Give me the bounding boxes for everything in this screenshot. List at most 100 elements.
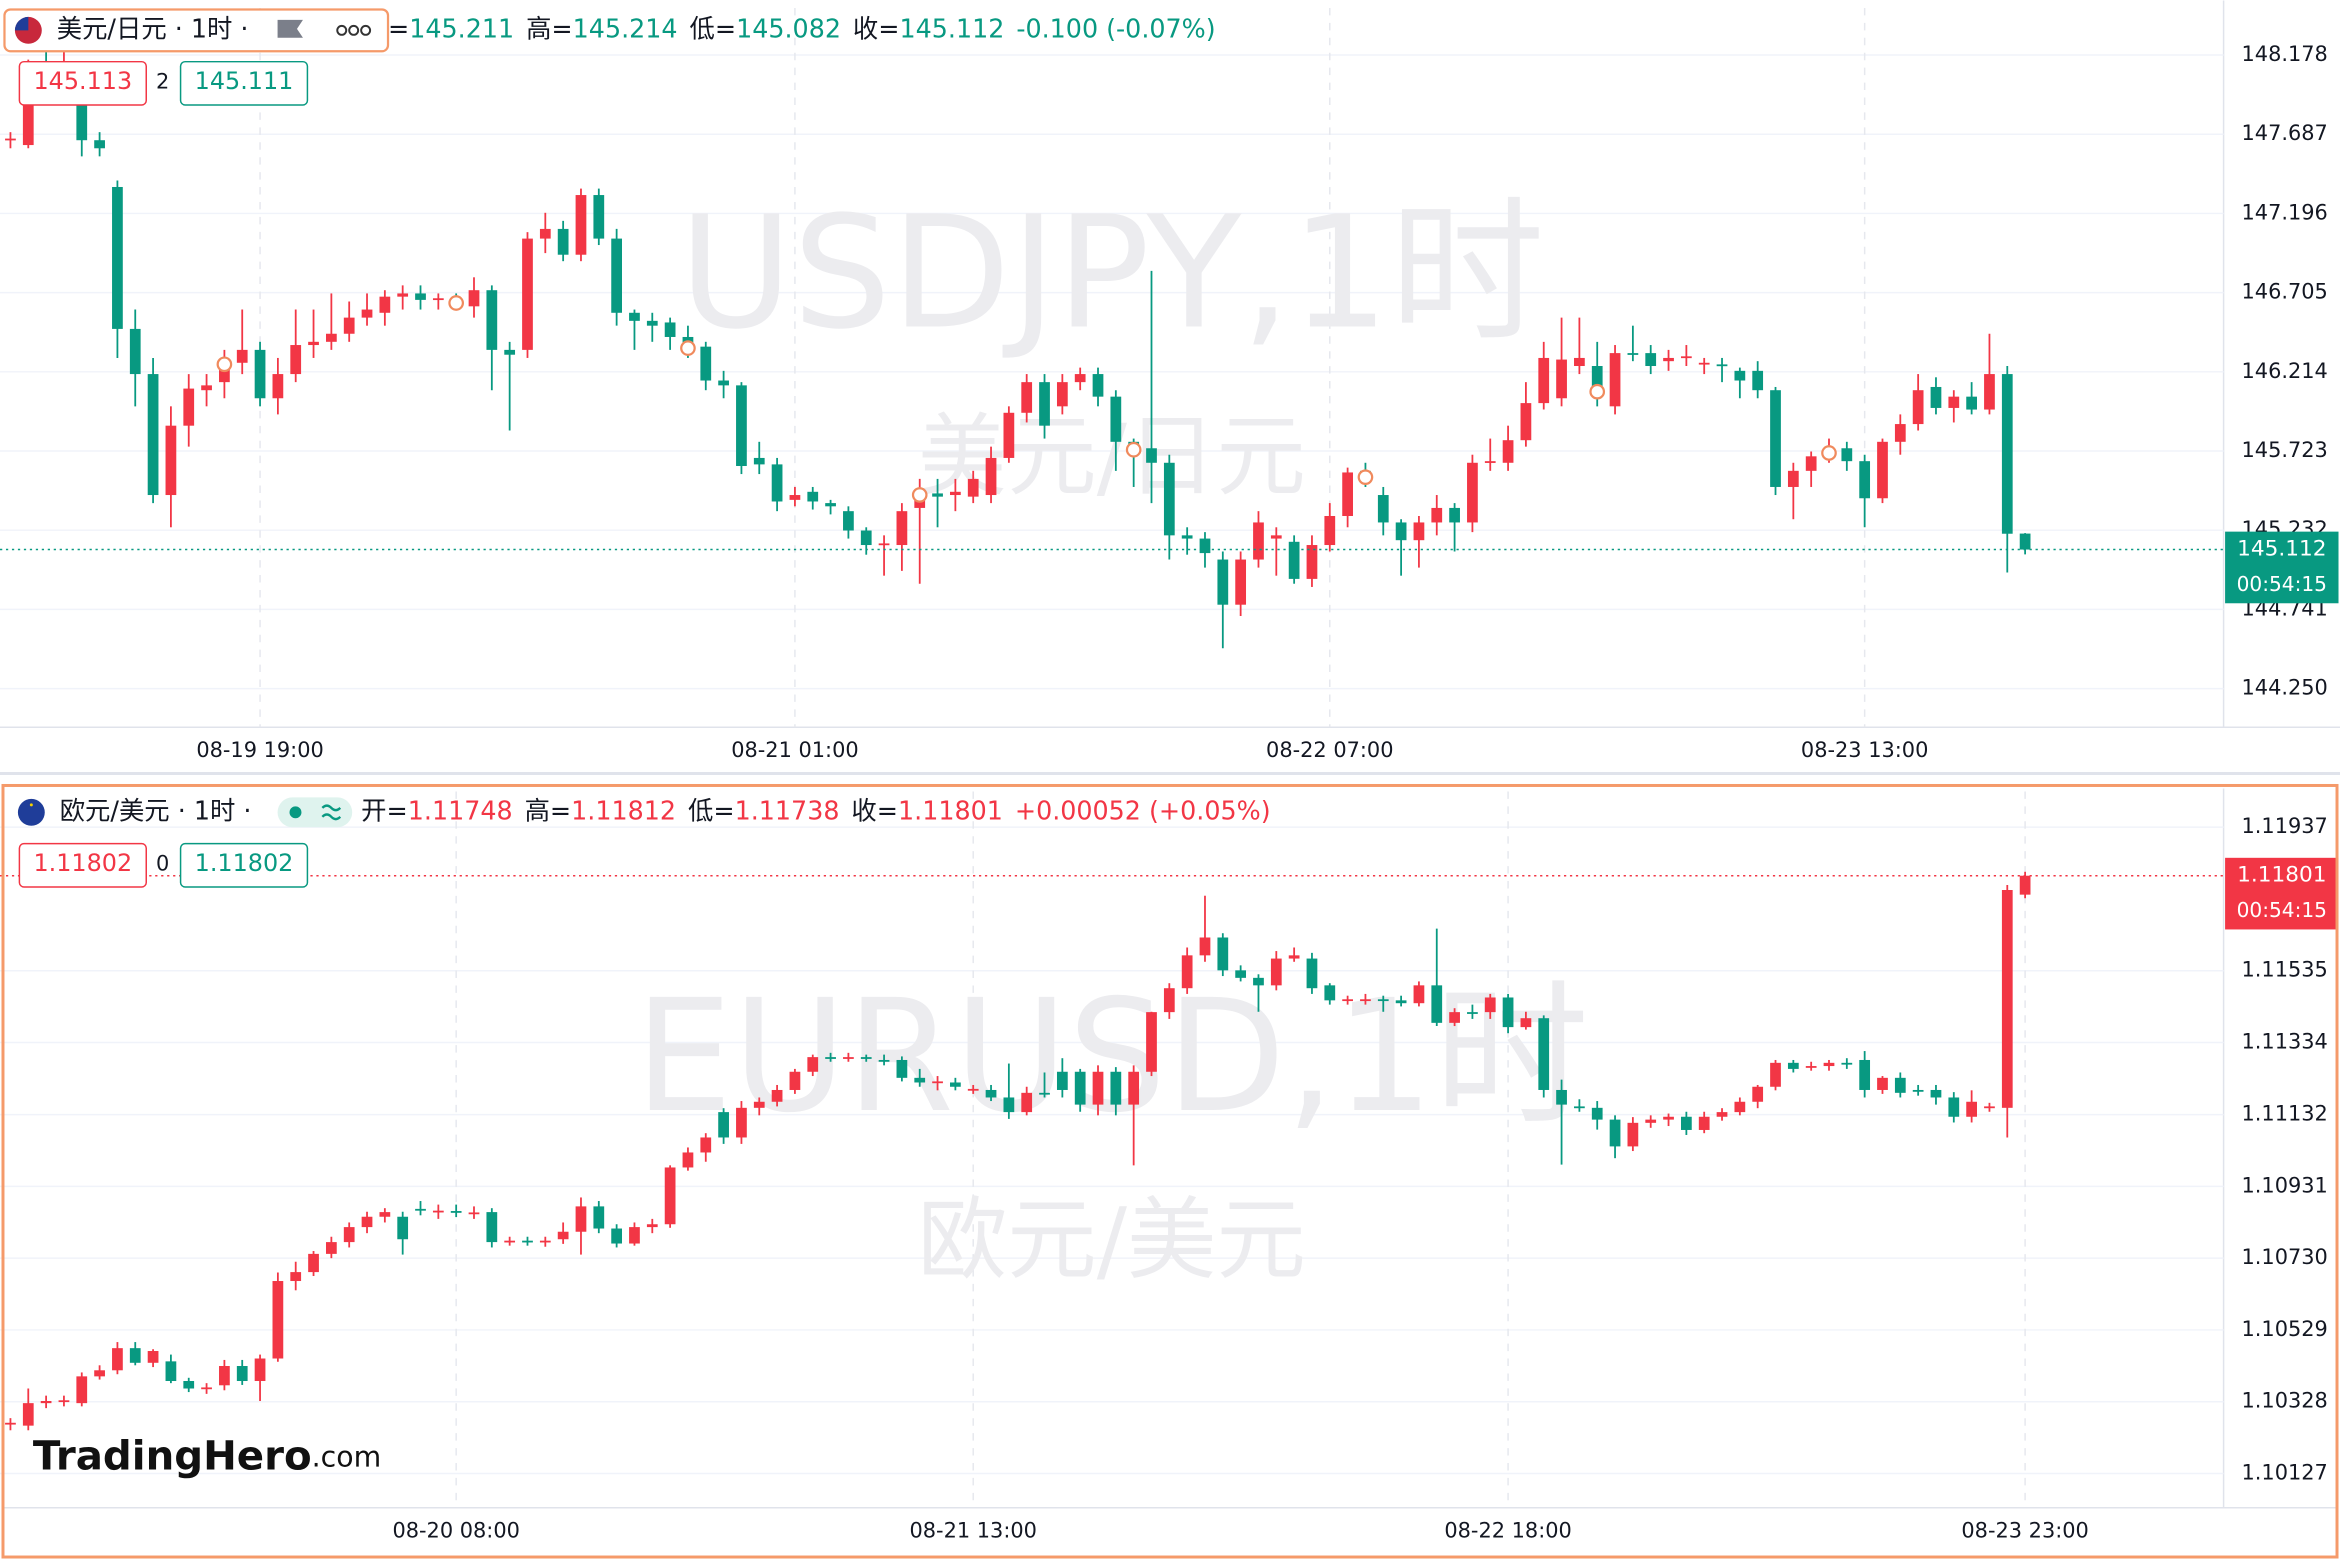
candle-body bbox=[1342, 472, 1353, 516]
candle-body bbox=[629, 1227, 640, 1244]
candle-body bbox=[557, 1231, 569, 1240]
candle-body bbox=[504, 1240, 516, 1243]
spread: 2 bbox=[156, 70, 169, 94]
candle-body bbox=[1894, 1077, 1906, 1093]
candle-body bbox=[825, 1057, 836, 1059]
candle-body bbox=[1413, 985, 1425, 1004]
candle-body bbox=[1467, 1012, 1478, 1014]
candle-body bbox=[361, 1216, 373, 1228]
ohlc-value: 1.11738 bbox=[735, 795, 840, 825]
candle-body bbox=[1092, 374, 1104, 397]
y-tick-label: 1.10730 bbox=[2242, 1245, 2328, 1269]
candle-body bbox=[486, 1212, 498, 1243]
ohlc-label: 收= bbox=[853, 13, 900, 43]
event-marker bbox=[911, 487, 928, 503]
candle-body bbox=[522, 1240, 533, 1243]
candle-body bbox=[1894, 424, 1906, 442]
candle-body bbox=[1253, 522, 1264, 560]
x-tick-label: 08-22 07:00 bbox=[1266, 738, 1393, 762]
candle-body bbox=[843, 511, 854, 531]
candle-body bbox=[201, 385, 212, 391]
symbol: 欧元/美元 · 1时 · bbox=[60, 795, 252, 825]
bid-box bbox=[18, 60, 147, 106]
candle-body bbox=[1413, 522, 1425, 541]
candle-body bbox=[1306, 545, 1318, 579]
candle-body bbox=[1770, 1062, 1781, 1087]
last-price-label: 145.112 bbox=[2237, 537, 2326, 562]
candle-body bbox=[343, 317, 355, 334]
candle-body bbox=[575, 1206, 587, 1232]
candle-body bbox=[1431, 507, 1443, 523]
last-price-label: 1.11801 bbox=[2237, 863, 2326, 888]
candle-body bbox=[1627, 1122, 1639, 1147]
ohlc-value: 1.11812 bbox=[571, 795, 676, 825]
y-tick-label: 1.11535 bbox=[2242, 958, 2328, 982]
candle-body bbox=[94, 1370, 105, 1377]
candle-body bbox=[272, 1281, 284, 1359]
candle-body bbox=[646, 1224, 658, 1228]
y-tick-label: 145.723 bbox=[2242, 438, 2328, 462]
candle-body bbox=[325, 333, 337, 342]
candle-body bbox=[1056, 382, 1068, 407]
candle-body bbox=[539, 1240, 551, 1243]
countdown: 00:54:15 bbox=[2237, 898, 2327, 922]
candle-body bbox=[1877, 1077, 1888, 1090]
candle-body bbox=[1966, 396, 1978, 410]
candle-body bbox=[1680, 356, 1692, 359]
ohlc-value: 145.211 bbox=[409, 13, 514, 43]
candle-body bbox=[1181, 535, 1193, 539]
x-tick-label: 08-22 18:00 bbox=[1444, 1519, 1571, 1543]
ohlc-label: 低= bbox=[689, 13, 736, 43]
candle-body bbox=[753, 1101, 765, 1108]
candle-body bbox=[397, 1216, 409, 1240]
ohlc-value: 145.112 bbox=[900, 13, 1005, 43]
candle-body bbox=[611, 238, 623, 313]
candle-body bbox=[1003, 412, 1015, 458]
event-marker bbox=[216, 356, 233, 373]
candle-body bbox=[415, 293, 426, 300]
candle-body bbox=[593, 195, 605, 239]
candle-body bbox=[753, 457, 765, 465]
candle-body bbox=[1199, 937, 1211, 956]
candle-body bbox=[112, 186, 123, 329]
candle-body bbox=[1574, 1106, 1585, 1109]
candle-body bbox=[219, 362, 230, 383]
candle-body bbox=[1484, 997, 1496, 1013]
candle-body bbox=[1948, 1097, 1960, 1117]
candle-body bbox=[575, 195, 587, 255]
candle-body bbox=[1680, 1116, 1692, 1130]
candle-body bbox=[129, 328, 141, 375]
candle-body bbox=[1253, 977, 1264, 986]
candle-body bbox=[1449, 507, 1460, 523]
candle-body bbox=[94, 140, 105, 149]
candle-body bbox=[1966, 1101, 1978, 1117]
candle-body bbox=[522, 238, 533, 350]
y-tick-label: 147.687 bbox=[2242, 121, 2328, 145]
candle-body bbox=[700, 346, 712, 381]
watermark: USDJPY,1时 bbox=[679, 183, 1545, 364]
candle-body bbox=[860, 530, 872, 546]
change: -0.100 (-0.07%) bbox=[1016, 13, 1215, 43]
symbol: 美元/日元 · 1时 · bbox=[57, 13, 249, 43]
candle-body bbox=[1912, 1089, 1924, 1092]
candle-body bbox=[950, 1082, 961, 1087]
candle-body bbox=[1841, 448, 1853, 462]
candle-body bbox=[2001, 374, 2013, 534]
candle-body bbox=[1698, 362, 1710, 365]
candle-body bbox=[1074, 374, 1086, 383]
candle-body bbox=[22, 67, 34, 146]
candle-body bbox=[878, 543, 890, 546]
candle-body bbox=[1556, 359, 1567, 399]
candle-body bbox=[1056, 1071, 1068, 1090]
candle-body bbox=[308, 1253, 319, 1273]
candle-body bbox=[1609, 353, 1621, 407]
event-marker bbox=[448, 295, 465, 311]
candle-body bbox=[129, 1348, 141, 1363]
candle-body bbox=[397, 293, 409, 297]
candle-body bbox=[1663, 357, 1674, 362]
candle-body bbox=[379, 1212, 391, 1217]
candle-body bbox=[718, 380, 729, 386]
candle-body bbox=[807, 491, 819, 502]
candle-body bbox=[1395, 1000, 1407, 1004]
candle-body bbox=[1627, 353, 1639, 355]
